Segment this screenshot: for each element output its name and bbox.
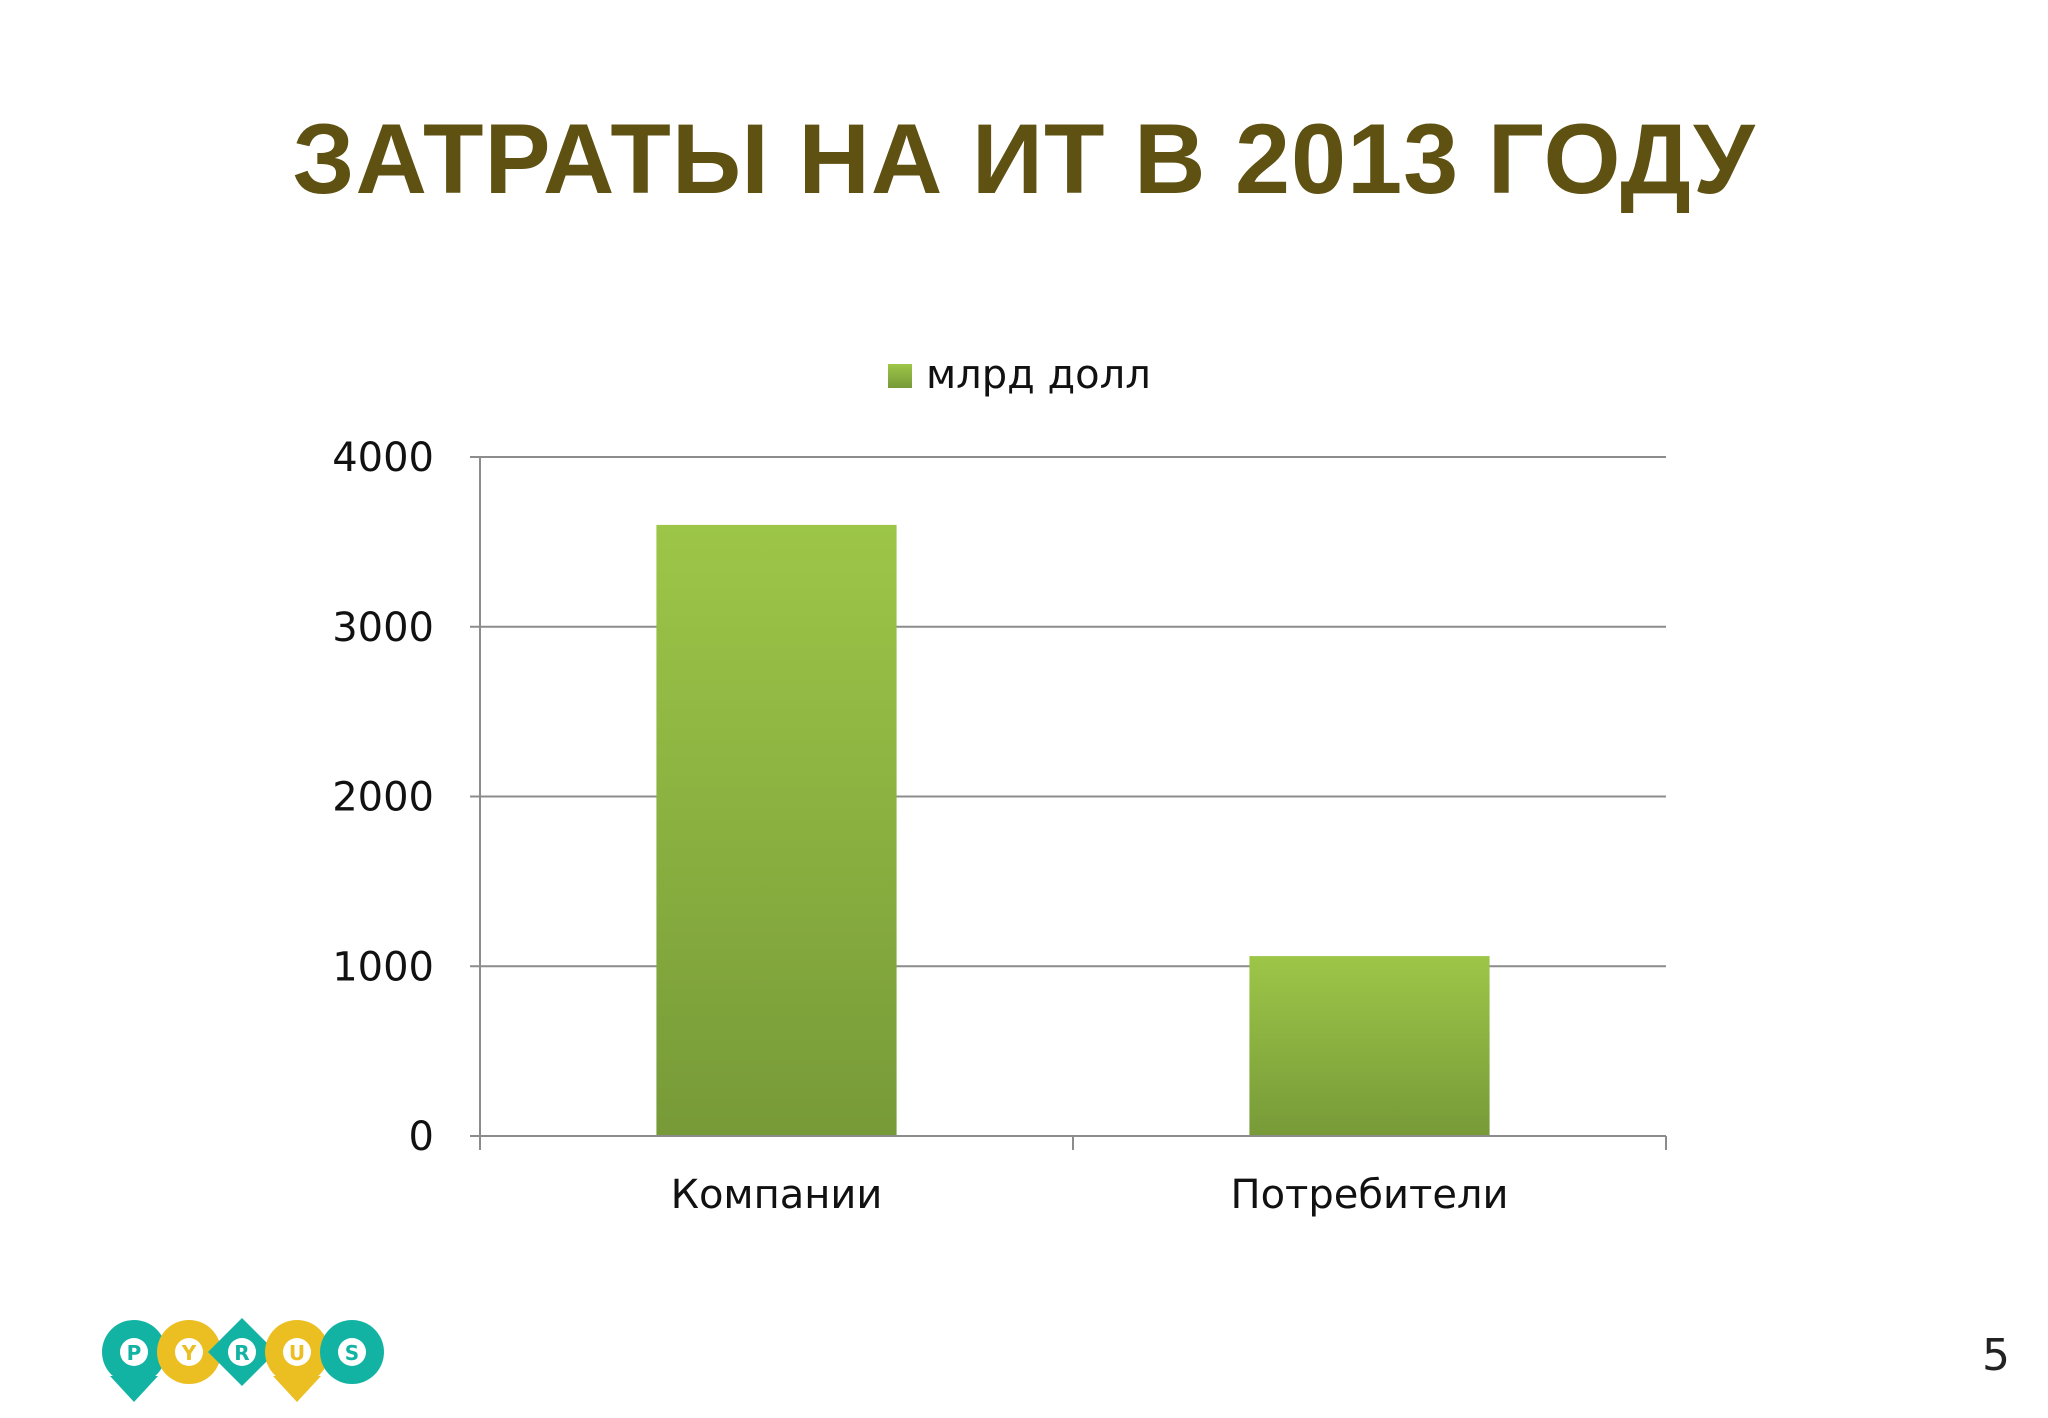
svg-text:S: S	[345, 1341, 359, 1365]
legend-label: млрд долл	[926, 352, 1151, 398]
axes	[479, 457, 1667, 1150]
logo-pin-u: U	[265, 1320, 329, 1402]
y-tick-label: 4000	[332, 435, 434, 481]
svg-text:P: P	[127, 1341, 142, 1365]
legend-swatch	[888, 364, 912, 388]
bar-1	[656, 524, 897, 1136]
slide-title: ЗАТРАТЫ НА ИТ В 2013 ГОДУ	[292, 103, 1756, 214]
y-tick-label: 2000	[332, 775, 434, 821]
logo-pin-p: P	[102, 1320, 166, 1402]
svg-text:U: U	[289, 1341, 305, 1365]
legend: млрд долл	[888, 352, 1151, 398]
svg-text:R: R	[234, 1341, 249, 1365]
logo-pin-s: S	[320, 1320, 384, 1384]
pyrus-logo: P Y R U S	[102, 1318, 384, 1402]
tick-labels: 0 1000 2000 3000 4000 Компании Потребители	[332, 435, 1508, 1218]
y-tick-label: 0	[409, 1114, 434, 1160]
y-tick-label: 3000	[332, 605, 434, 651]
svg-text:Y: Y	[181, 1341, 197, 1365]
bars	[656, 524, 1490, 1136]
bar-2	[1249, 956, 1490, 1136]
logo-pin-y: Y	[157, 1320, 221, 1384]
logo-pin-r: R	[208, 1318, 276, 1386]
x-tick-label: Потребители	[1231, 1172, 1509, 1218]
x-tick-label: Компании	[671, 1172, 883, 1218]
bar-chart: 0 1000 2000 3000 4000 Компании Потребители млр…	[332, 352, 1667, 1218]
page-number: 5	[1982, 1330, 2010, 1381]
y-tick-label: 1000	[332, 944, 434, 990]
